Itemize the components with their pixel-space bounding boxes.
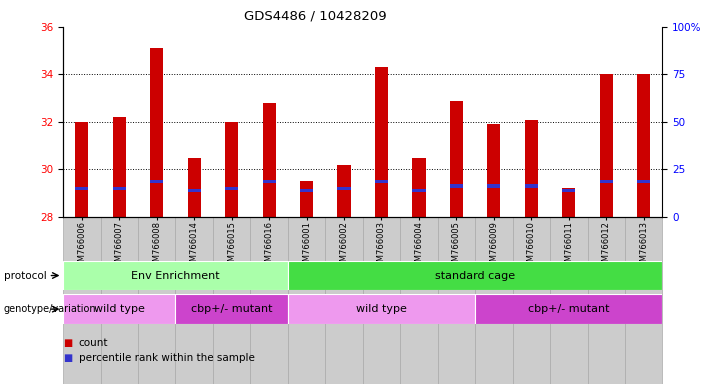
Bar [562,189,576,217]
Bar [525,119,538,217]
FancyBboxPatch shape [175,217,213,384]
Bar [75,122,88,217]
Bar [475,294,662,324]
Text: cbp+/- mutant: cbp+/- mutant [191,304,273,314]
FancyBboxPatch shape [625,217,662,384]
FancyBboxPatch shape [288,217,325,384]
Bar [188,157,200,217]
Bar [113,117,126,217]
Bar [599,180,613,183]
FancyBboxPatch shape [363,217,400,384]
Bar [337,187,350,190]
FancyBboxPatch shape [325,217,363,384]
Bar [63,294,175,324]
Bar [375,67,388,217]
Text: Env Enrichment: Env Enrichment [131,270,220,281]
Bar [525,184,538,188]
Bar [75,187,88,190]
Bar [487,184,501,188]
FancyBboxPatch shape [213,217,250,384]
Text: wild type: wild type [356,304,407,314]
Text: count: count [79,338,108,348]
Bar [288,294,475,324]
FancyBboxPatch shape [437,217,475,384]
Bar [150,48,163,217]
Bar [188,189,200,192]
FancyBboxPatch shape [550,217,587,384]
Text: percentile rank within the sample: percentile rank within the sample [79,353,254,363]
Bar [288,261,662,290]
Bar [175,294,288,324]
Bar [487,124,501,217]
Bar [412,157,426,217]
Bar [450,184,463,188]
Bar [637,74,651,217]
Bar [337,165,350,217]
Text: ■: ■ [63,353,72,363]
Text: genotype/variation: genotype/variation [4,304,96,314]
FancyBboxPatch shape [587,217,625,384]
Bar [225,122,238,217]
Bar [412,189,426,192]
Bar [263,180,275,183]
FancyBboxPatch shape [63,217,100,384]
FancyBboxPatch shape [250,217,288,384]
Bar [300,181,313,217]
Bar [225,187,238,190]
FancyBboxPatch shape [475,217,512,384]
Bar [150,180,163,183]
Text: cbp+/- mutant: cbp+/- mutant [528,304,610,314]
Text: GDS4486 / 10428209: GDS4486 / 10428209 [244,10,387,23]
Text: protocol: protocol [4,270,46,281]
Text: ■: ■ [63,338,72,348]
Bar [637,180,651,183]
FancyBboxPatch shape [100,217,138,384]
Bar [263,103,275,217]
Bar [450,101,463,217]
FancyBboxPatch shape [400,217,437,384]
Bar [113,187,126,190]
FancyBboxPatch shape [512,217,550,384]
FancyBboxPatch shape [138,217,175,384]
Text: wild type: wild type [94,304,144,314]
Bar [375,180,388,183]
Bar [599,74,613,217]
Bar [300,189,313,192]
Bar [562,189,576,192]
Text: standard cage: standard cage [435,270,515,281]
Bar [63,261,288,290]
